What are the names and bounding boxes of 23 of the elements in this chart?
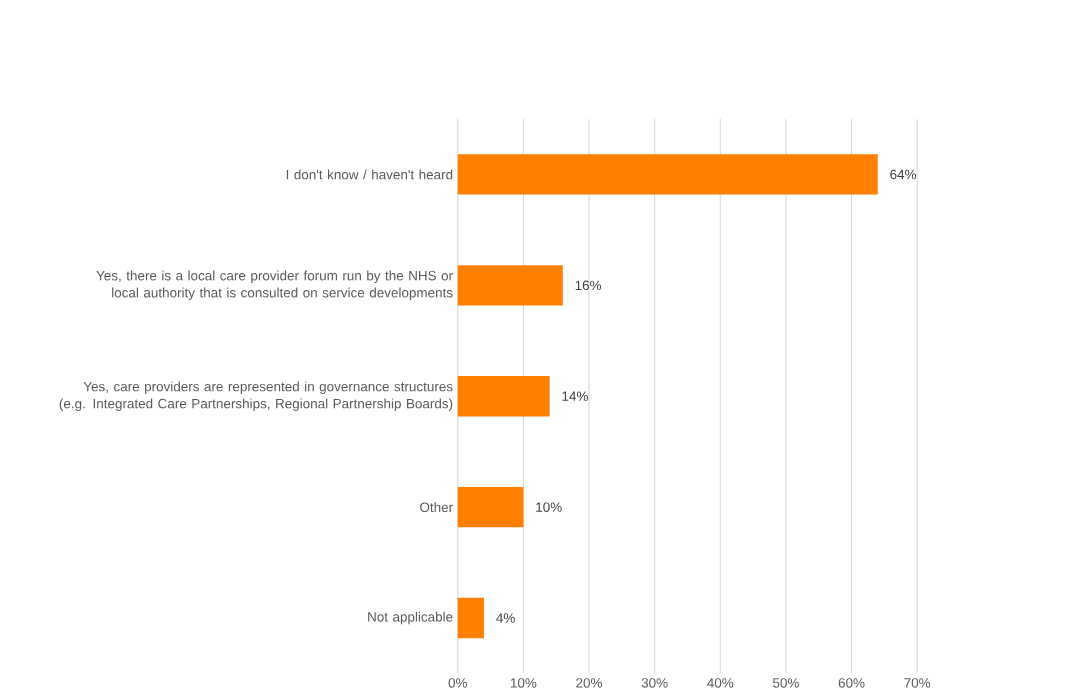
x-tick-label: 50% [772,678,799,688]
data-label: 64% [890,169,917,180]
bar [457,597,485,639]
bar [457,486,524,528]
x-tick-label: 10% [510,678,537,688]
x-tick-label: 20% [576,678,603,688]
x-tick-label: 70% [904,678,931,688]
bar [457,265,563,306]
y-tick-label: Yes, care providers are represented in governance structures (e.g. Integrated Care Partnerships, Regional Partnership Boards) [59,381,453,411]
data-label: 14% [562,391,588,401]
x-tick-label: 0% [448,678,468,688]
data-label: 16% [575,280,602,291]
x-tick-label: 30% [641,678,668,688]
y-tick-label: Other [420,502,453,512]
y-tick-label: I don't know / haven't heard [286,169,453,180]
data-label: 4% [496,613,515,623]
bar [457,154,878,195]
y-tick-label: Not applicable [368,611,453,625]
data-label: 10% [536,502,562,512]
x-tick-label: 60% [838,678,865,688]
bar [457,375,550,417]
y-tick-label: Yes, there is a local care provider forum run by the NHS or local authority that is consulted on service developments [96,270,453,301]
x-tick-label: 40% [707,678,734,688]
